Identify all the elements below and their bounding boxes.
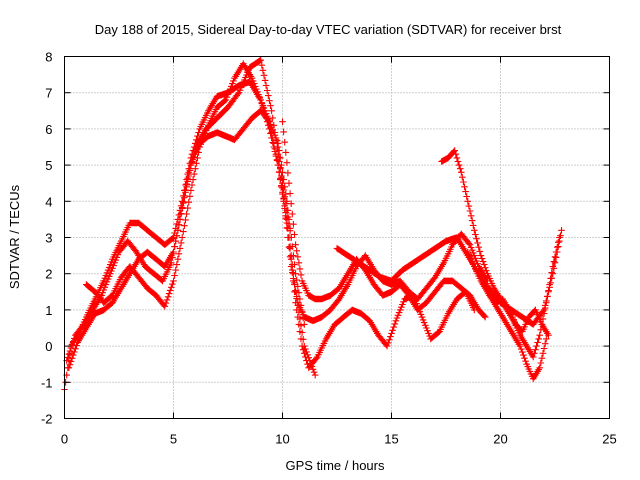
y-tick-label: 5 [45, 158, 52, 173]
y-tick-label: 3 [45, 231, 52, 246]
series-track-4 [83, 60, 291, 310]
series-track-11 [486, 292, 552, 339]
y-tick-label: -2 [41, 412, 53, 427]
series-track-7 [285, 234, 478, 372]
series-track-6 [274, 143, 491, 325]
x-tick-label: 0 [61, 432, 68, 447]
y-tick-label: 6 [45, 122, 52, 137]
plus-markers [65, 107, 308, 372]
y-axis-label: SDTVAR / TECUs [7, 184, 22, 289]
x-axis-label: GPS time / hours [286, 458, 385, 473]
chart-title: Day 188 of 2015, Sidereal Day-to-day VTE… [95, 22, 562, 37]
x-tick-label: 5 [170, 432, 177, 447]
y-tick-label: 2 [45, 267, 52, 282]
plus-markers [274, 143, 491, 325]
y-tick-label: 0 [45, 339, 52, 354]
x-tick-label: 20 [493, 432, 507, 447]
y-tick-label: 4 [45, 194, 52, 209]
y-tick-label: 1 [45, 303, 52, 318]
plus-markers [486, 292, 552, 339]
series-track-5 [279, 118, 489, 321]
plus-markers [285, 234, 478, 372]
x-tick-label: 25 [602, 432, 616, 447]
axis-ticks: -2 -1 0 1 2 3 4 5 6 7 8 0 5 10 15 20 25 [41, 50, 617, 447]
data-points [61, 56, 565, 393]
plus-markers [83, 60, 291, 310]
plus-markers [279, 118, 489, 321]
series-track-3 [65, 107, 308, 372]
y-tick-label: -1 [41, 375, 53, 390]
y-tick-label: 8 [45, 50, 52, 65]
y-tick-label: 7 [45, 86, 52, 101]
x-tick-label: 10 [275, 432, 289, 447]
x-tick-label: 15 [384, 432, 398, 447]
